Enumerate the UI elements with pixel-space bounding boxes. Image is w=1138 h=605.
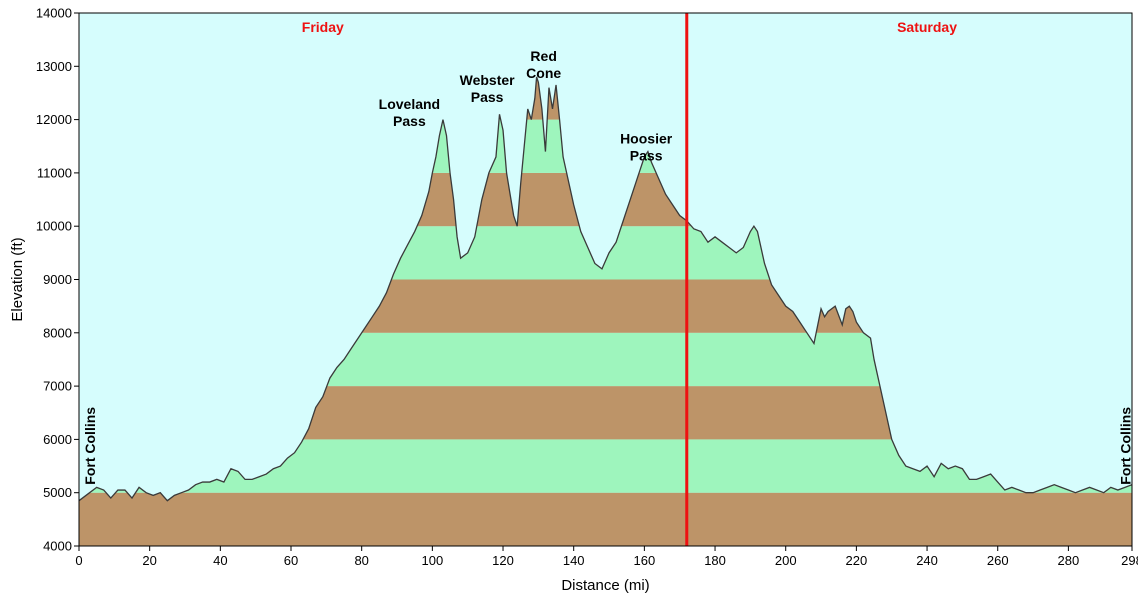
peak-label-line: Pass (630, 148, 663, 164)
y-tick-label: 12000 (36, 112, 72, 127)
x-axis-ticks: 0 20 40 60 80 100 120 140 160 180 200 220 240 260 280 2… (75, 546, 1138, 568)
day-label-friday: Friday (302, 19, 344, 35)
y-tick-label: 10000 (36, 219, 72, 234)
x-tick-label: 298 (1121, 553, 1138, 568)
elevation-band-4000 (79, 492, 1132, 546)
x-tick-label: 200 (775, 553, 797, 568)
peak-label-red-cone: Red Cone (526, 48, 561, 81)
day-labels: Friday Saturday (302, 19, 957, 35)
x-tick-label: 80 (354, 553, 368, 568)
endpoint-labels: Fort Collins Fort Collins (82, 407, 1133, 485)
x-tick-label: 0 (75, 553, 82, 568)
peak-label-hoosier-pass: Hoosier Pass (620, 131, 673, 164)
y-tick-label: 7000 (43, 379, 72, 394)
peak-label-line: Hoosier (620, 131, 673, 147)
y-tick-label: 13000 (36, 59, 72, 74)
y-axis-ticks: 4000 5000 6000 7000 8000 9000 10000 11000 12000 1… (36, 6, 79, 554)
day-label-saturday: Saturday (897, 19, 957, 35)
y-tick-label: 5000 (43, 485, 72, 500)
x-tick-label: 240 (916, 553, 938, 568)
peak-label-line: Webster (460, 72, 516, 88)
elevation-profile-line (78, 76, 1133, 502)
x-tick-label: 180 (704, 553, 726, 568)
peak-label-line: Cone (526, 65, 561, 81)
endpoint-label-fort-collins: Fort Collins (1117, 407, 1133, 485)
x-tick-label: 260 (987, 553, 1009, 568)
y-tick-label: 14000 (36, 6, 72, 21)
x-tick-label: 220 (846, 553, 868, 568)
x-tick-label: 100 (422, 553, 444, 568)
y-tick-label: 8000 (43, 325, 72, 340)
peak-label-line: Red (530, 48, 556, 64)
y-tick-label: 6000 (43, 432, 72, 447)
peak-label-loveland-pass: Loveland Pass (379, 96, 440, 129)
x-tick-label: 40 (213, 553, 227, 568)
x-tick-label: 60 (284, 553, 298, 568)
peak-label-line: Pass (471, 89, 504, 105)
y-tick-label: 9000 (43, 272, 72, 287)
x-tick-label: 280 (1058, 553, 1080, 568)
peak-label-webster-pass: Webster Pass (460, 72, 516, 105)
x-tick-label: 140 (563, 553, 585, 568)
x-tick-label: 160 (634, 553, 656, 568)
y-axis-title: Elevation (ft) (9, 237, 26, 321)
peak-label-line: Loveland (379, 96, 440, 112)
endpoint-label-fort-collins: Fort Collins (82, 407, 98, 485)
y-tick-label: 4000 (43, 539, 72, 554)
x-tick-label: 120 (492, 553, 514, 568)
y-tick-label: 11000 (37, 165, 72, 180)
peak-label-line: Pass (393, 113, 426, 129)
x-axis-title: Distance (mi) (561, 577, 649, 594)
x-tick-label: 20 (142, 553, 156, 568)
